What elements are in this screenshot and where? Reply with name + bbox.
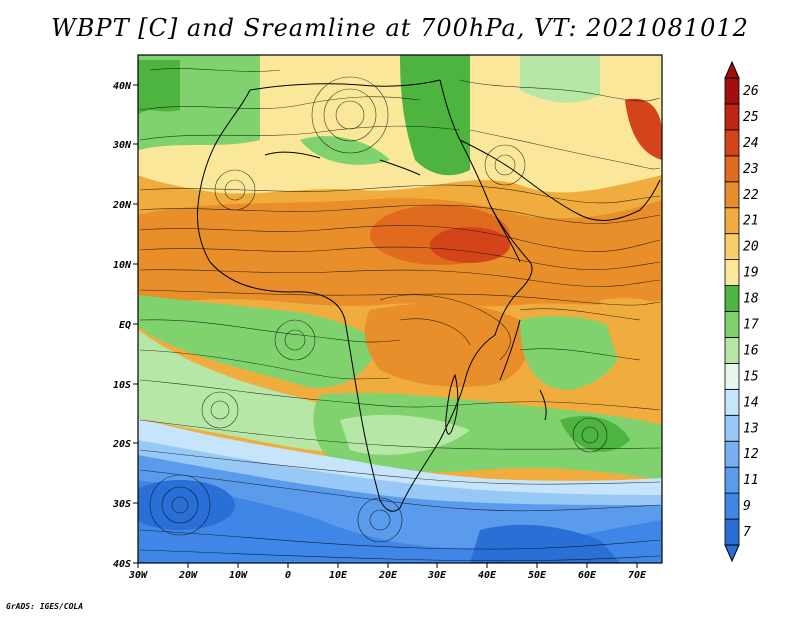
lat-label: 30S — [112, 499, 131, 510]
chart-title: WBPT [C] and Sreamline at 700hPa, VT: 20… — [51, 14, 749, 42]
lat-label: 20N — [112, 200, 132, 211]
colorbar-label: 12 — [743, 447, 759, 462]
colorbar-label: 23 — [743, 162, 759, 177]
colorbar-label: 14 — [743, 395, 759, 410]
lat-label: 40N — [113, 81, 132, 92]
colorbar-label: 26 — [743, 84, 759, 99]
lon-label: 30E — [427, 570, 447, 581]
colorbar-label: 18 — [743, 292, 759, 307]
colorbar-label: 9 — [743, 499, 751, 514]
colorbar-swatch — [724, 492, 740, 520]
colorbar-swatch — [724, 155, 740, 183]
lat-label: 10N — [113, 260, 132, 271]
colorbar-label: 20 — [743, 240, 759, 255]
lon-label: 40E — [478, 570, 497, 581]
colorbar-swatch — [724, 77, 740, 105]
coastlines — [197, 79, 661, 512]
lon-label: 10E — [329, 570, 348, 581]
grads-credit: GrADS: IGES/COLA — [6, 602, 84, 611]
colorbar-swatch — [724, 129, 740, 157]
colorbar-label: 19 — [743, 266, 759, 281]
colorbar-swatch — [724, 518, 740, 546]
lon-label: 70E — [628, 570, 647, 581]
lon-label: 20E — [378, 570, 398, 581]
lon-label: 20W — [178, 570, 198, 581]
colorbar-swatch — [724, 466, 740, 494]
colorbar-label: 24 — [743, 136, 759, 151]
lon-axis: 30W 20W 10W 0 10E 20E 30E 40E 50E 60E 70… — [128, 563, 647, 581]
lat-label: 20S — [112, 439, 131, 450]
colorbar-label: 17 — [743, 317, 759, 332]
lat-label: 40S — [113, 559, 131, 570]
colorbar-label: 25 — [743, 110, 759, 125]
colorbar-swatch — [724, 103, 740, 131]
lat-label: 30N — [112, 140, 132, 151]
colorbar-swatch — [724, 181, 740, 209]
colorbar-label: 7 — [743, 525, 751, 540]
colorbar-label: 22 — [743, 188, 759, 203]
streamlines — [139, 68, 661, 562]
colorbar-bottom-arrow — [724, 544, 740, 563]
colorbar-label: 16 — [743, 343, 759, 358]
plot-frame — [137, 54, 663, 564]
colorbar-swatch — [724, 440, 740, 468]
lon-label: 60E — [578, 570, 597, 581]
colorbar-swatch — [724, 259, 740, 286]
colorbar-swatch — [724, 388, 740, 416]
lat-axis: 40N 30N 20N 10N EQ 10S 20S 30S 40S — [112, 81, 138, 570]
lon-label: 50E — [528, 570, 547, 581]
lon-label: 30W — [128, 570, 148, 581]
lat-label: EQ — [119, 320, 131, 331]
wbpt-field — [138, 55, 662, 563]
lon-label: 0 — [285, 570, 291, 581]
colorbar-label: 13 — [743, 421, 759, 436]
colorbar-swatch — [724, 285, 740, 312]
colorbar-swatch — [724, 311, 740, 338]
colorbar-swatch — [724, 362, 740, 390]
colorbar-label: 15 — [743, 369, 759, 384]
colorbar-swatch — [724, 233, 740, 261]
colorbar-swatch — [724, 414, 740, 442]
colorbar-swatch — [724, 337, 740, 364]
lat-label: 10S — [113, 380, 131, 391]
lon-label: 10W — [229, 570, 248, 581]
colorbar: 7 9 11 12 13 14 15 16 17 18 19 20 21 22 23 24 25 26 — [724, 60, 759, 563]
colorbar-label: 11 — [743, 473, 759, 488]
colorbar-swatch — [724, 207, 740, 235]
colorbar-label: 21 — [743, 214, 759, 229]
colorbar-top-arrow — [724, 60, 740, 79]
